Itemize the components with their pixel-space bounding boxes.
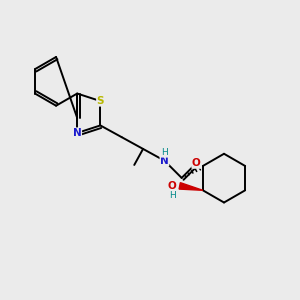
Text: N: N: [73, 128, 82, 138]
Text: H: H: [169, 191, 176, 200]
Text: O: O: [168, 181, 177, 191]
Text: H: H: [161, 148, 168, 157]
Text: O: O: [192, 158, 201, 168]
Polygon shape: [179, 183, 203, 190]
Text: N: N: [160, 156, 169, 166]
Text: S: S: [97, 96, 104, 106]
